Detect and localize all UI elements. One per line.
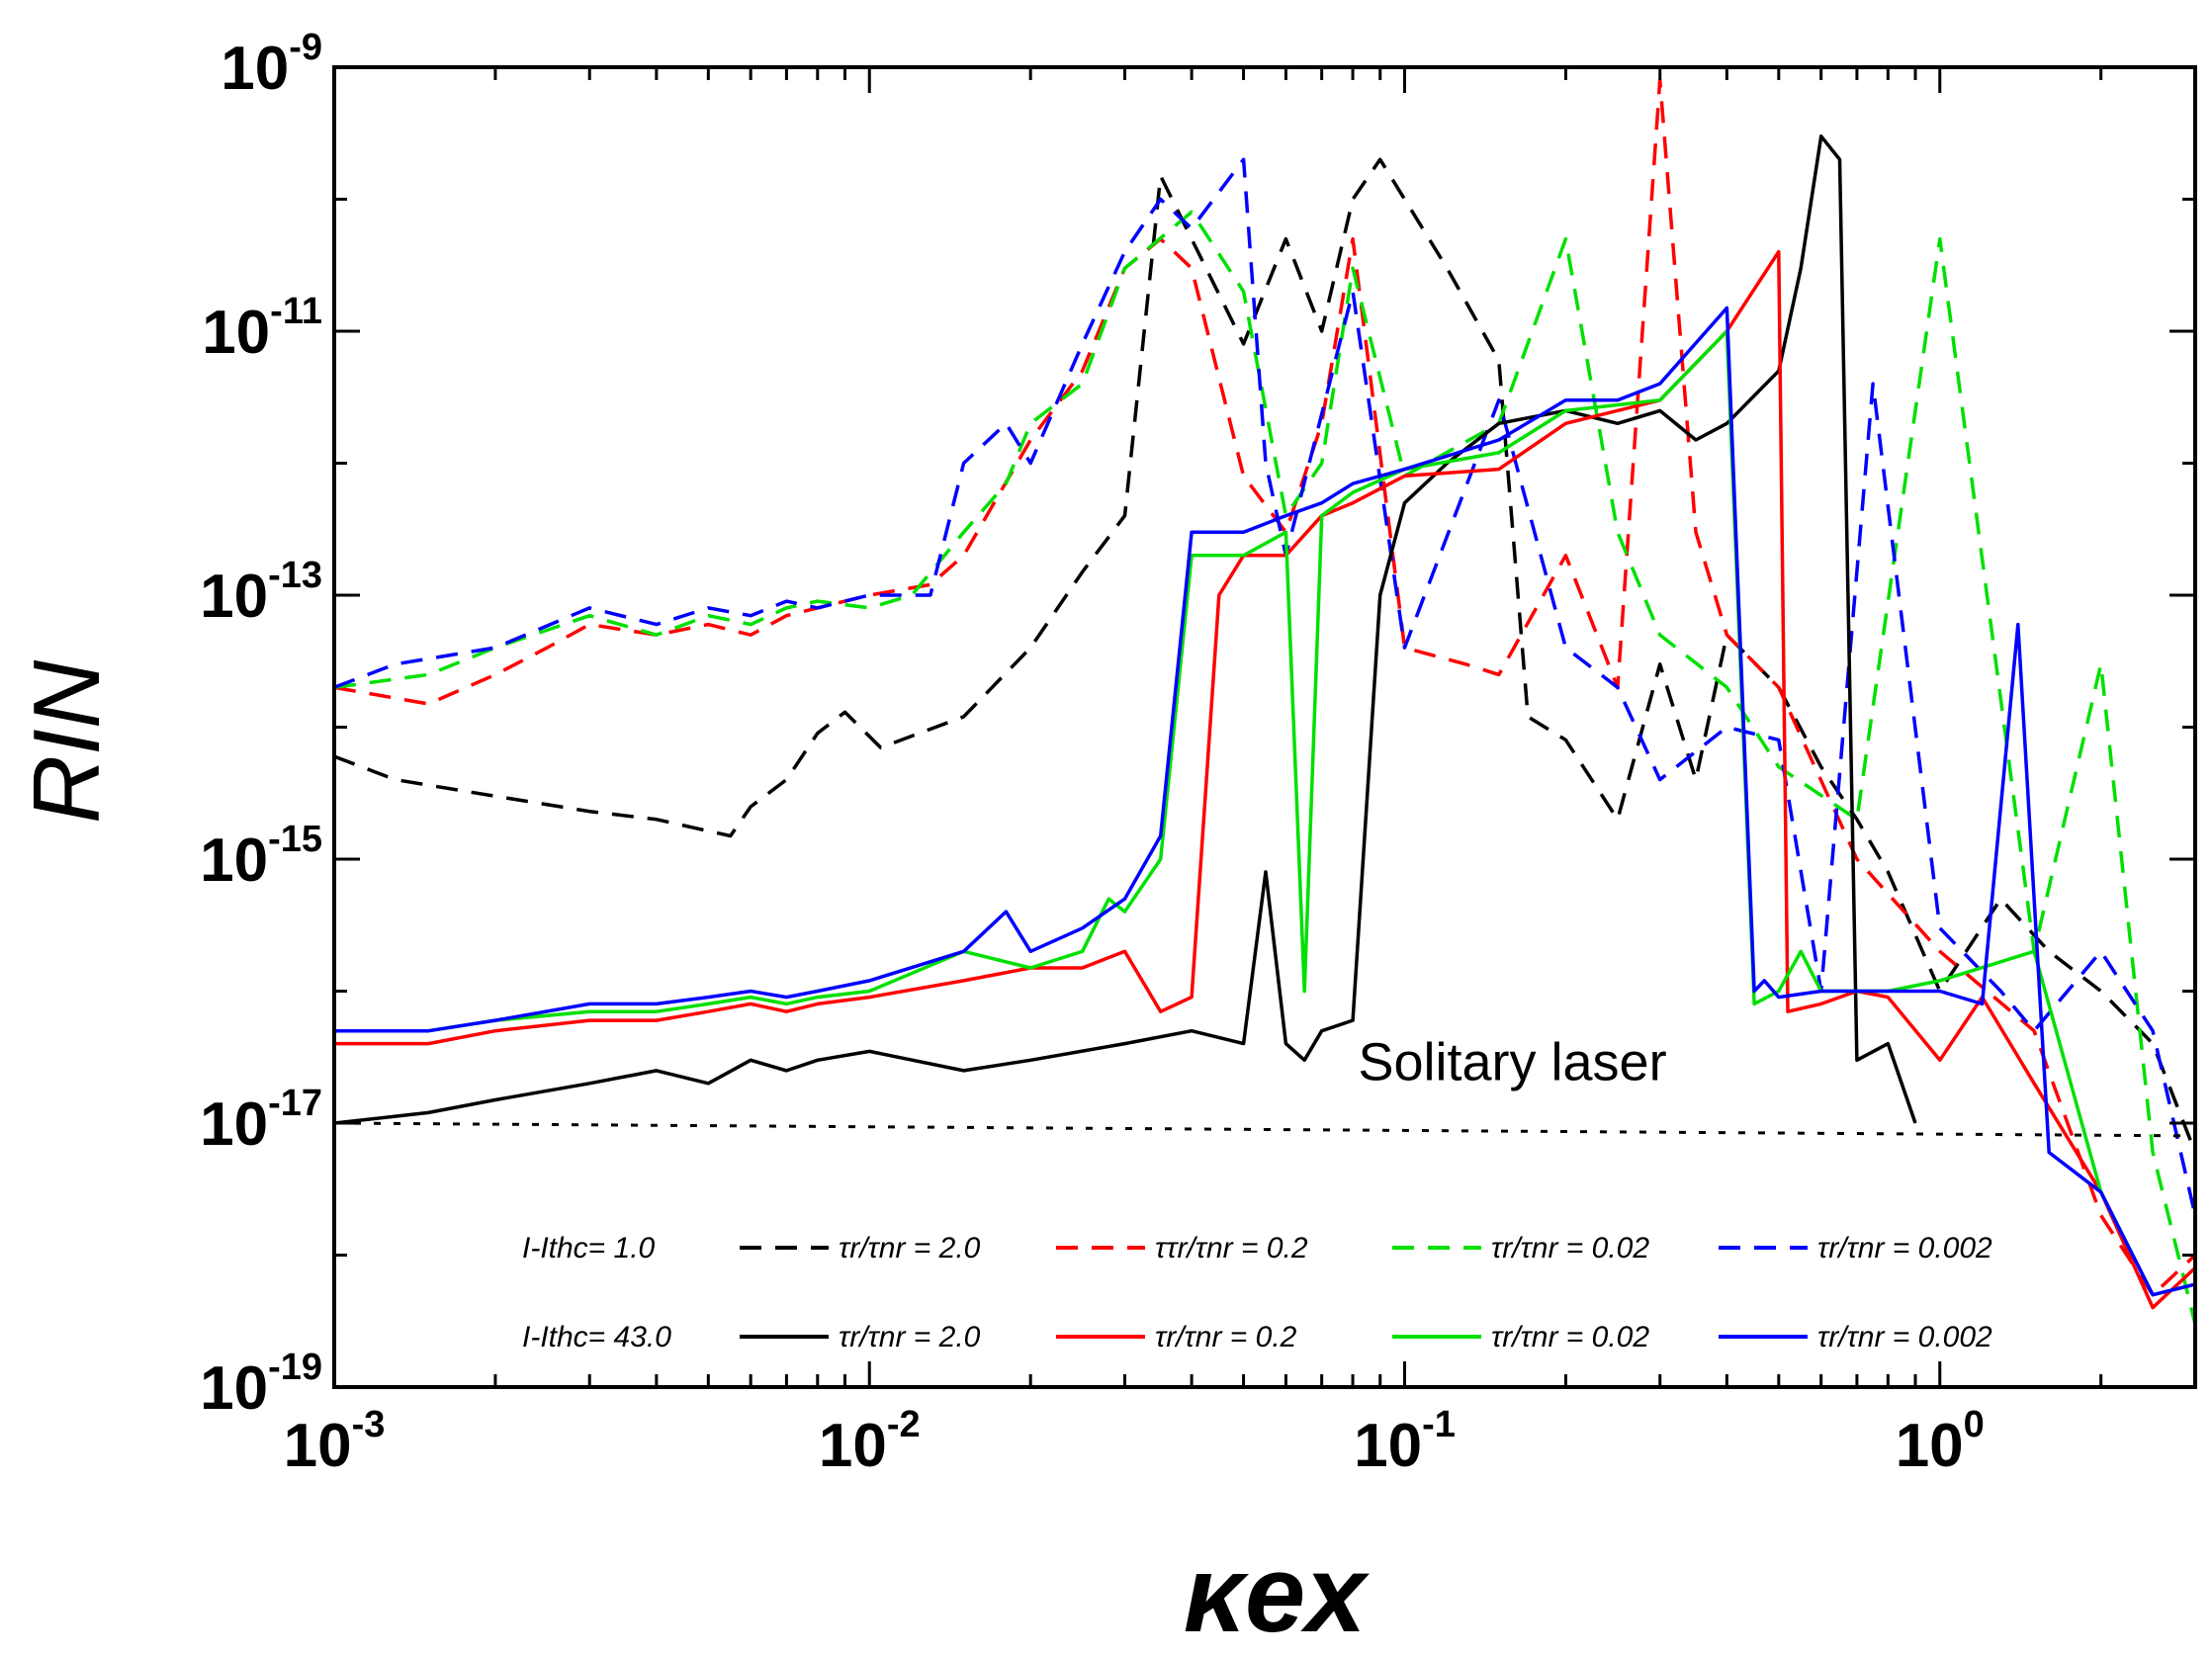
legend-row1-label: I-Ithc= 1.0	[522, 1232, 656, 1265]
legend-entry-solid-blue: τr/τnr = 0.002	[1817, 1321, 1992, 1353]
x-axis-title: κex	[1184, 1533, 1370, 1655]
series-layer	[334, 78, 2195, 1325]
y-tick-label: 10-13	[200, 555, 322, 631]
series-line-8	[334, 1121, 2195, 1138]
x-tick-label: 10-3	[284, 1404, 386, 1480]
solitary-laser-annotation: Solitary laser	[1358, 1032, 1666, 1091]
series-line-7	[334, 305, 2195, 1297]
series-line-4	[334, 134, 1917, 1125]
legend-row2-label: I-Ithc= 43.0	[522, 1321, 671, 1353]
legend-entry-solid-black: τr/τnr = 2.0	[839, 1321, 981, 1353]
legend-entry-dashed-red: ττr/τnr = 0.2	[1155, 1232, 1308, 1265]
series-line-2	[334, 210, 2195, 1325]
x-tick-label: 10-1	[1354, 1404, 1456, 1480]
series-line-6	[334, 329, 2195, 1297]
y-axis-title: RIN	[14, 659, 120, 824]
series-line-3	[334, 157, 2195, 1216]
legend-entry-dashed-green: τr/τnr = 0.02	[1491, 1232, 1649, 1265]
legend-entry-solid-green: τr/τnr = 0.02	[1491, 1321, 1649, 1353]
legend-entry-solid-red: τr/τnr = 0.2	[1155, 1321, 1297, 1353]
tick-labels-layer: 10-3 10-2 10-1 100 10-9 10-11 10-13 10-15 10-17 1…	[200, 27, 1985, 1480]
legend-entry-dashed-blue: τr/τnr = 0.002	[1817, 1232, 1992, 1265]
ticks-layer	[332, 65, 2197, 1389]
y-tick-label: 10-9	[221, 27, 322, 103]
y-tick-label: 10-17	[200, 1083, 322, 1159]
x-tick-label: 100	[1896, 1404, 1985, 1480]
series-line-0	[334, 157, 2195, 1154]
y-tick-label: 10-15	[200, 819, 322, 895]
x-tick-label: 10-2	[819, 1404, 921, 1480]
legend: I-Ithc= 1.0 I-Ithc= 43.0 τr/τnr = 2.0 ττ…	[522, 1232, 1992, 1353]
legend-entry-dashed-black: τr/τnr = 2.0	[839, 1232, 981, 1265]
series-line-1	[334, 78, 2195, 1297]
y-tick-label: 10-19	[200, 1347, 322, 1423]
y-tick-label: 10-11	[202, 291, 322, 367]
